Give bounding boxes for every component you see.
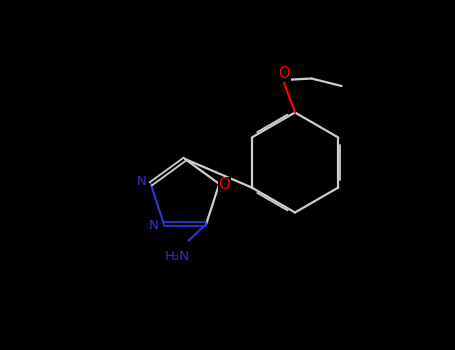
Text: N: N — [149, 219, 159, 232]
Text: O: O — [218, 177, 230, 192]
Text: N: N — [137, 175, 147, 188]
Text: H₂N: H₂N — [165, 250, 190, 263]
Text: O: O — [278, 66, 290, 81]
